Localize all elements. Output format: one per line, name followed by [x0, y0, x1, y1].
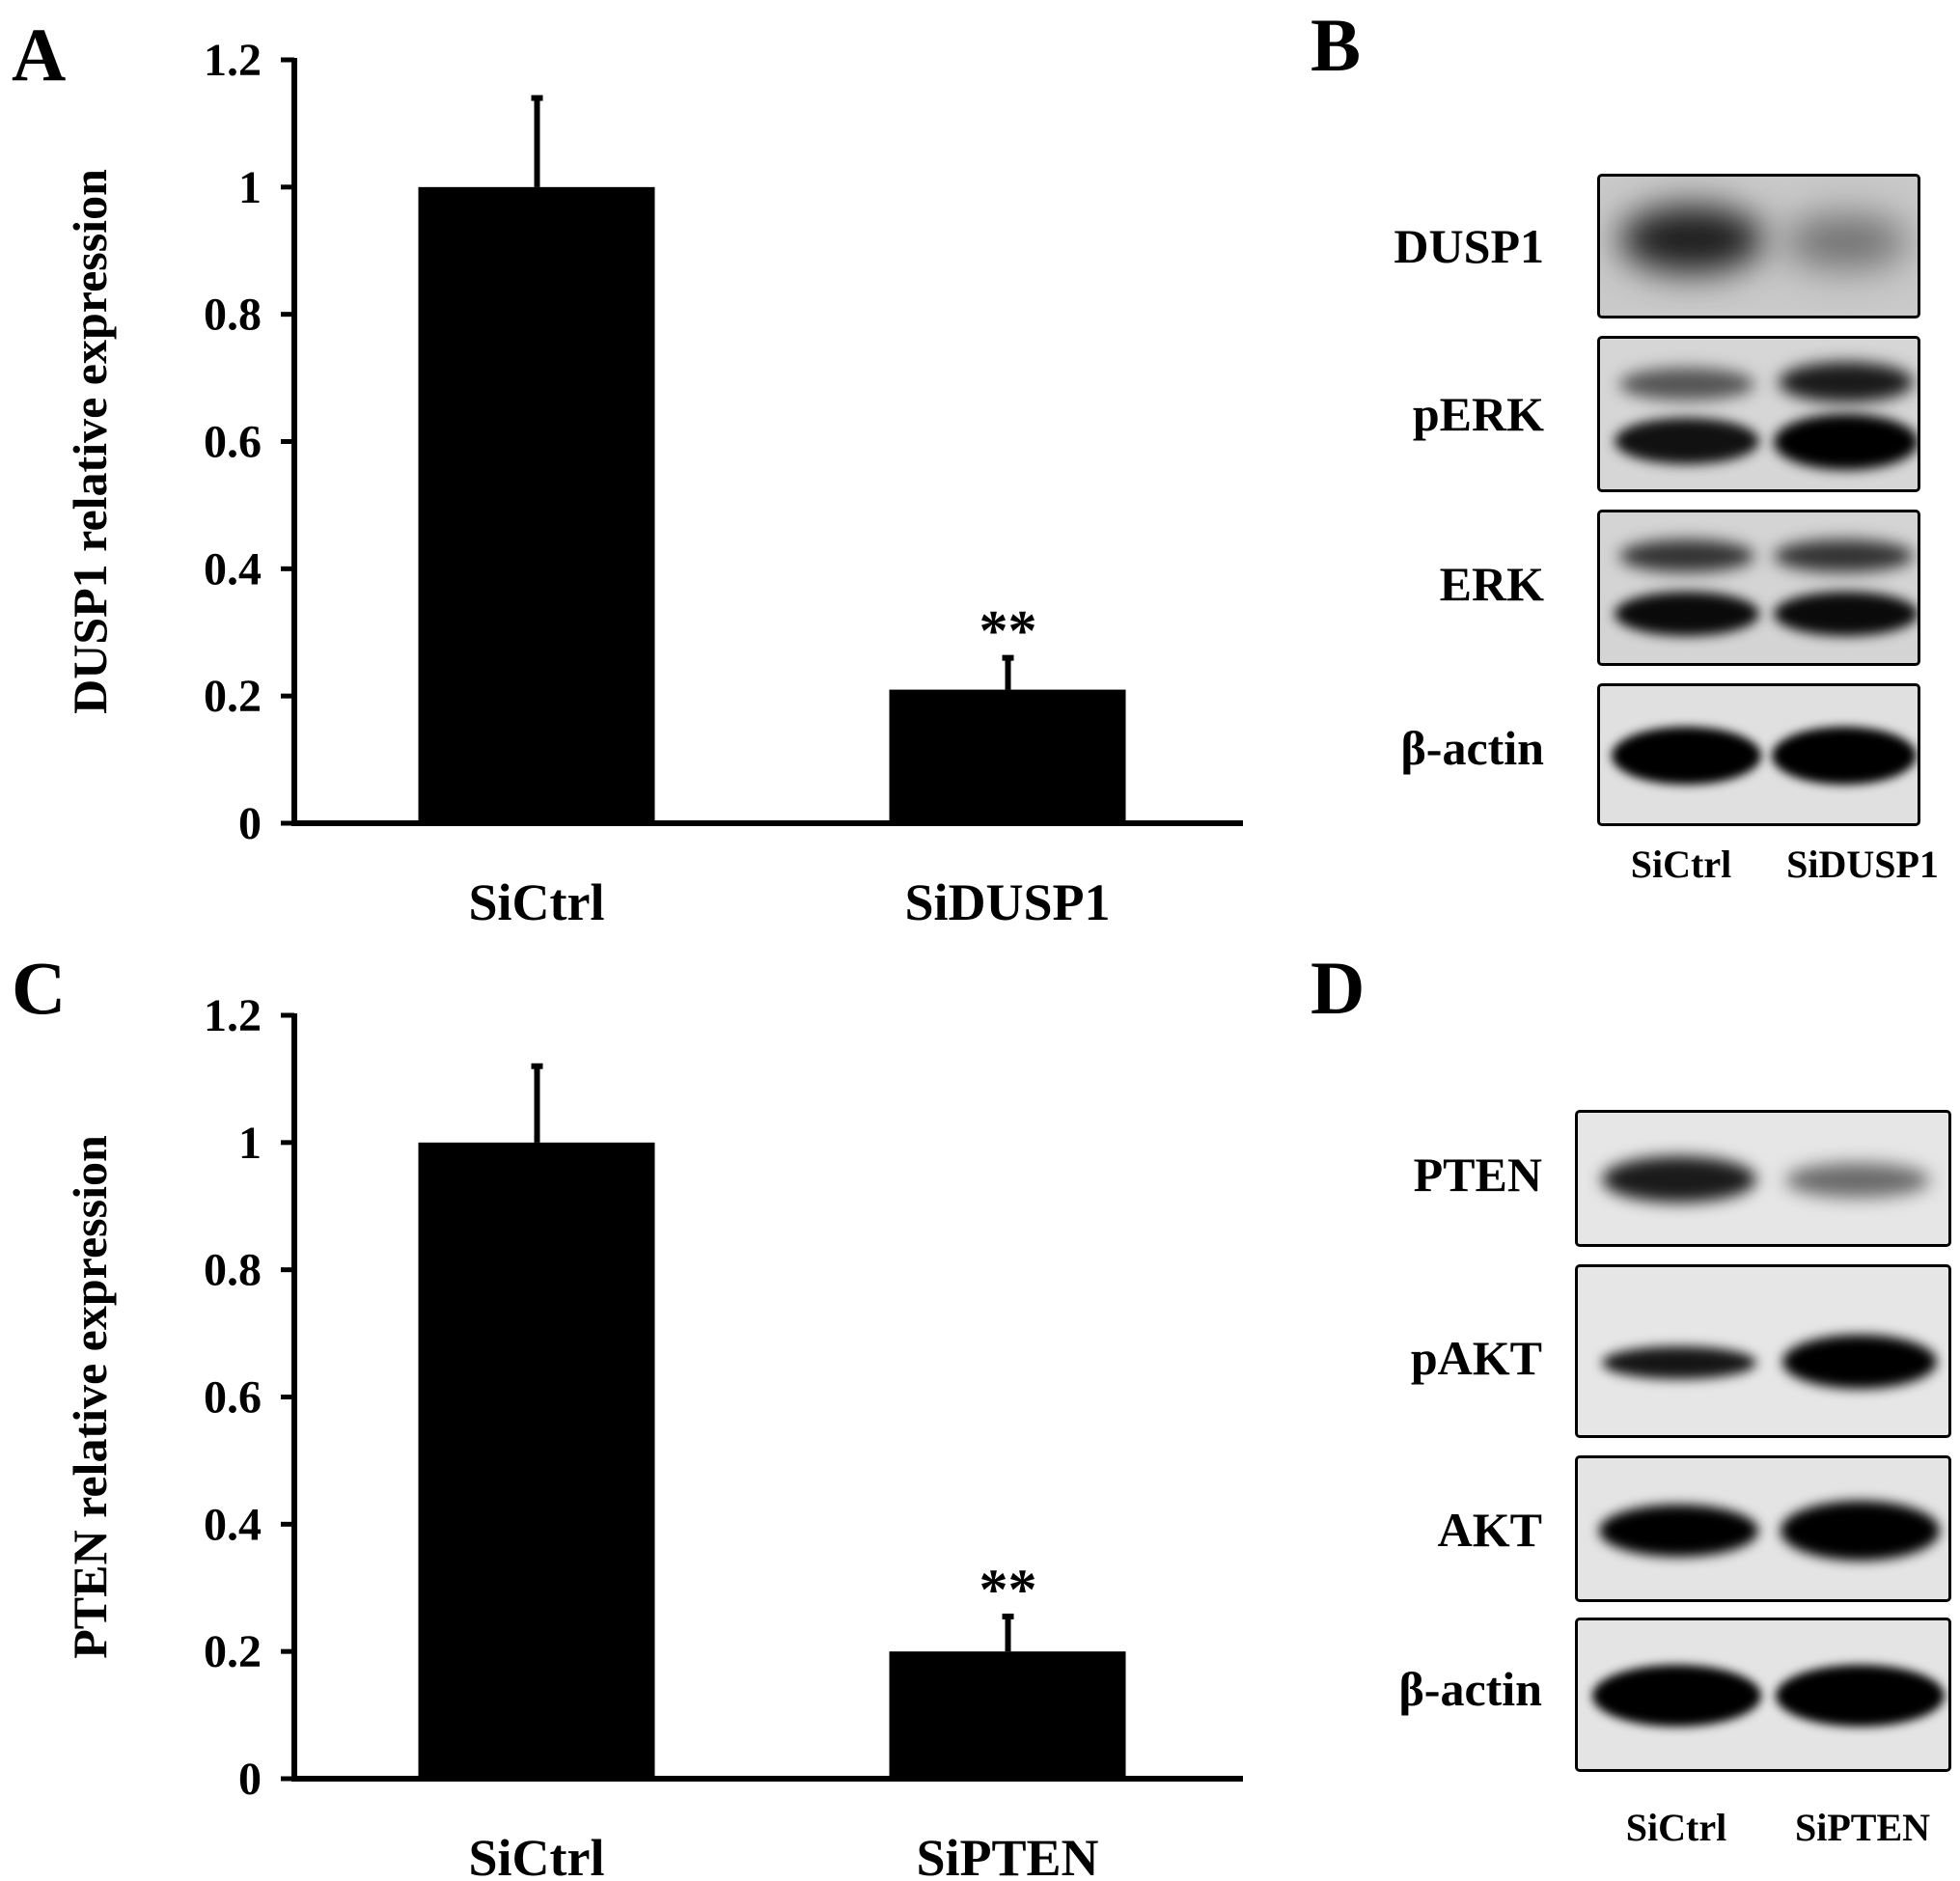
- chart-a-y-tick-label: 1: [238, 162, 262, 213]
- blot-label-beta-actin-d: β-actin: [1398, 1662, 1542, 1716]
- chart-c-x-tick-label: SiCtrl: [469, 1829, 605, 1881]
- chart-a-x-tick-label: SiCtrl: [469, 873, 605, 931]
- chart-a-y-tick-label: 0.4: [204, 543, 262, 595]
- band: [1779, 362, 1914, 402]
- chart-a-y-axis-label: DUSP1 relative expression: [63, 169, 117, 714]
- chart-a-y-tick-label: 0: [238, 798, 262, 849]
- chart-c-bar: [418, 1142, 655, 1779]
- band: [1782, 1335, 1937, 1389]
- band: [1774, 539, 1914, 572]
- band: [1615, 418, 1759, 464]
- panel-letter-b: B: [1311, 3, 1362, 87]
- chart-c-y-tick-label: 1.2: [204, 990, 262, 1041]
- blot-strip-pakt: [1575, 1264, 1951, 1438]
- band: [1776, 1665, 1945, 1727]
- blot-label-pten: PTEN: [1413, 1148, 1542, 1202]
- band: [1619, 539, 1754, 572]
- chart-c-y-tick-label: 0.8: [204, 1245, 262, 1296]
- blot-label-beta-actin: β-actin: [1400, 721, 1544, 775]
- chart-a-y-tick-label: 1.2: [204, 35, 262, 86]
- blot-strip-akt: [1575, 1455, 1951, 1602]
- band: [1619, 206, 1764, 273]
- band: [1619, 368, 1754, 401]
- band: [1774, 592, 1918, 636]
- chart-a-significance-label: **: [980, 599, 1037, 663]
- chart-c-x-tick-label: SiPTEN: [916, 1829, 1098, 1881]
- blot-strip-perk: [1597, 336, 1920, 492]
- panel-letter-a: A: [12, 13, 67, 97]
- chart-c-bar: [889, 1651, 1126, 1779]
- band: [1592, 1665, 1761, 1727]
- blot-label-akt: AKT: [1437, 1503, 1542, 1557]
- lane-label-sictrl-d: SiCtrl: [1625, 1806, 1727, 1849]
- blot-label-perk: pERK: [1412, 387, 1544, 441]
- blot-strip-dusp1: [1597, 174, 1920, 318]
- chart-a-y-tick-label: 0.8: [204, 290, 262, 341]
- chart-a-bar: [889, 689, 1126, 823]
- blot-strip-erk: [1597, 510, 1920, 666]
- chart-a-bar: [418, 186, 655, 824]
- band: [1612, 727, 1761, 785]
- chart-c-significance-label: **: [980, 1558, 1037, 1621]
- lane-label-sictrl: SiCtrl: [1630, 843, 1732, 886]
- lane-label-sidusp1: SiDUSP1: [1786, 843, 1939, 886]
- panel-letter-d: D: [1311, 946, 1366, 1030]
- lane-label-sipten: SiPTEN: [1794, 1806, 1931, 1849]
- band: [1599, 1505, 1758, 1557]
- band: [1774, 414, 1918, 470]
- chart-a-y-tick-label: 0.2: [204, 671, 262, 722]
- blot-label-pakt: pAKT: [1410, 1331, 1542, 1385]
- band: [1602, 1346, 1756, 1379]
- blot-strip-pten: [1575, 1110, 1951, 1247]
- band: [1615, 592, 1759, 636]
- band: [1772, 727, 1917, 785]
- chart-c-y-tick-label: 0.6: [204, 1372, 262, 1424]
- blot-label-dusp1: DUSP1: [1394, 219, 1544, 273]
- band: [1781, 1501, 1940, 1561]
- chart-c-y-tick-label: 0.4: [204, 1499, 262, 1550]
- panel-letter-c: C: [12, 946, 67, 1030]
- blot-label-erk: ERK: [1439, 557, 1544, 611]
- chart-a-y-tick-label: 0.6: [204, 417, 262, 468]
- chart-c-y-tick-label: 0.2: [204, 1626, 262, 1677]
- blot-strip-beta-actin-d: [1575, 1618, 1951, 1772]
- band: [1602, 1156, 1756, 1203]
- chart-c-y-axis-label: PTEN relative expression: [63, 1135, 117, 1659]
- chart-c-y-tick-label: 1: [238, 1118, 262, 1169]
- chart-a-x-tick-label: SiDUSP1: [904, 873, 1110, 931]
- band: [1785, 1163, 1930, 1198]
- band: [1783, 215, 1909, 268]
- chart-c-y-tick-label: 0: [238, 1754, 262, 1805]
- blot-strip-beta-actin: [1597, 683, 1920, 826]
